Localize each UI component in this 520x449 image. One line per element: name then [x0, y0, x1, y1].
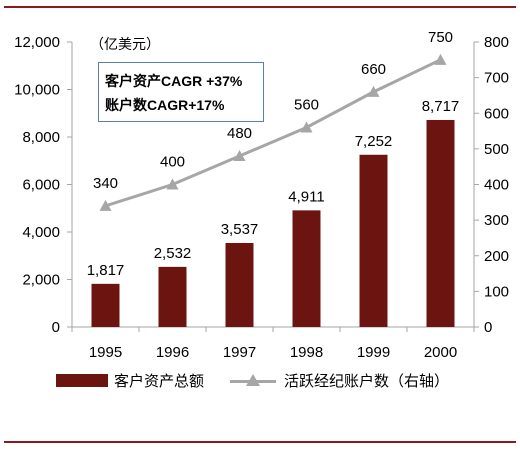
account-cagr-text: 账户数CAGR+17%: [105, 97, 225, 113]
bar-value-label: 7,252: [355, 133, 393, 150]
x-category-label: 1996: [156, 344, 189, 361]
x-axis: 1995 1996 1997 1998 1999 2000: [71, 326, 475, 361]
left-tick-label: 10,000: [14, 82, 60, 99]
right-tick-label: 500: [484, 141, 509, 158]
line-value-label: 340: [93, 175, 118, 192]
line-point-marker: [434, 53, 447, 65]
bar: [91, 283, 120, 327]
asset-cagr-text: 客户资产CAGR +37%: [105, 73, 243, 89]
right-tick-label: 800: [484, 34, 509, 51]
right-tick-label: 700: [484, 70, 509, 87]
x-category-label: 2000: [424, 344, 457, 361]
right-tick-label: 400: [484, 177, 509, 194]
line-point-marker: [300, 121, 313, 133]
right-tick-label: 200: [484, 248, 509, 265]
legend-item-accounts: 活跃经纪账户数（右轴）: [230, 370, 449, 391]
left-tick-label: 12,000: [14, 34, 60, 51]
line-value-label: 400: [160, 154, 185, 171]
line-value-label: 660: [361, 61, 386, 78]
left-tick-label: 4,000: [22, 224, 60, 241]
left-tick-label: 8,000: [22, 129, 60, 146]
left-tick-label: 0: [52, 319, 60, 336]
left-tick-label: 2,000: [22, 272, 60, 289]
bar: [426, 119, 455, 327]
unit-label: （亿美元）: [90, 36, 160, 52]
legend-label-accounts: 活跃经纪账户数（右轴）: [284, 373, 450, 390]
legend-label-assets: 客户资产总额: [114, 373, 205, 390]
bar-value-label: 1,817: [87, 262, 125, 279]
chart-legend: 客户资产总额 活跃经纪账户数（右轴）: [56, 370, 475, 391]
bar: [292, 210, 321, 327]
right-tick-label: 600: [484, 105, 509, 122]
cagr-annotation-box: 客户资产CAGR +37% 账户数CAGR+17%: [98, 62, 264, 122]
x-category-label: 1995: [89, 344, 122, 361]
bar-value-label: 2,532: [154, 245, 192, 262]
right-y-axis: 0 100 200 300 400 500 600 700 800: [473, 34, 509, 336]
line-value-label: 560: [294, 97, 319, 114]
bar: [225, 242, 254, 327]
x-category-label: 1998: [290, 344, 323, 361]
line-value-label: 480: [227, 125, 252, 142]
line-point-marker: [166, 178, 179, 190]
top-rule: [4, 6, 516, 8]
left-tick-label: 6,000: [22, 177, 60, 194]
legend-item-assets: 客户资产总额: [56, 370, 204, 391]
bottom-rule: [4, 441, 516, 443]
line-series: 340 400 480 560 660 750: [93, 29, 453, 211]
bar: [158, 266, 187, 327]
right-tick-label: 300: [484, 212, 509, 229]
x-category-label: 1997: [223, 344, 256, 361]
line-point-marker: [233, 150, 246, 161]
right-tick-label: 0: [484, 319, 492, 336]
legend-line-swatch: [230, 373, 277, 388]
line-point-marker: [99, 199, 112, 211]
line-value-label: 750: [428, 29, 453, 46]
left-y-axis: 0 2,000 4,000 6,000 8,000 10,000 12,000: [14, 34, 73, 336]
right-tick-label: 100: [484, 283, 509, 300]
legend-bar-swatch: [56, 374, 108, 387]
bar-value-label: 8,717: [422, 98, 460, 115]
x-category-label: 1999: [357, 344, 390, 361]
line-point-marker: [367, 85, 380, 97]
bar: [359, 154, 388, 327]
bar-value-label: 4,911: [288, 188, 324, 205]
line-path: [105, 58, 442, 208]
bar-series: 1,817 2,532 3,537 4,911 7,252 8,717: [87, 98, 460, 327]
bar-value-label: 3,537: [221, 221, 259, 238]
